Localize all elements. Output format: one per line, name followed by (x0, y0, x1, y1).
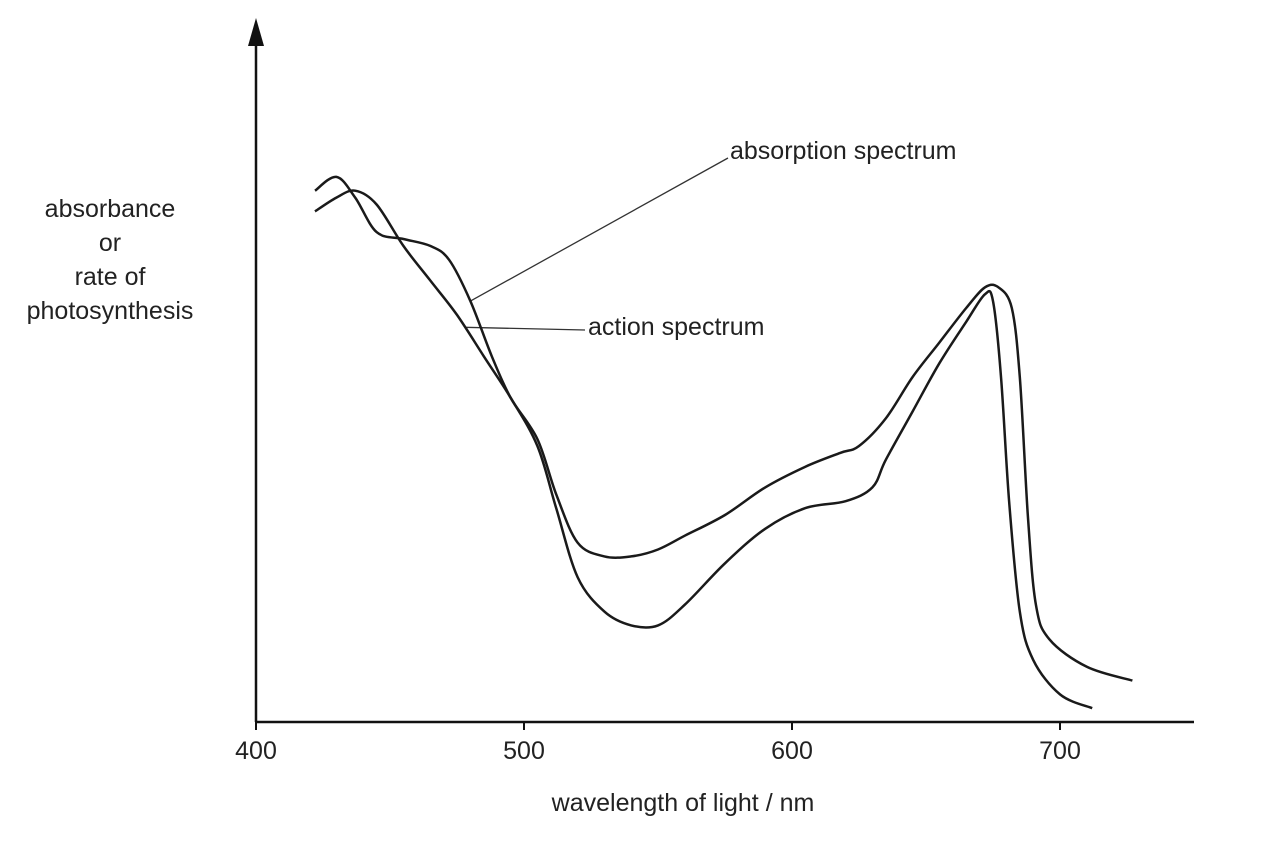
y-axis-label-line-4: photosynthesis (26, 297, 194, 325)
y-axis-label-line-1: absorbance (44, 195, 176, 223)
leader-action-spectrum (465, 326, 586, 331)
annotation-action-spectrum: action spectrum (588, 313, 765, 341)
action-spectrum-line (314, 189, 1093, 710)
x-tick-label-500: 500 (503, 737, 545, 765)
y-axis-label-line-3: rate of (74, 263, 146, 291)
x-axis-label: wavelength of light / nm (551, 789, 815, 817)
x-ticks (255, 722, 1061, 730)
leader-absorption-spectrum (470, 157, 729, 302)
annotation-leaders (465, 157, 729, 331)
y-axis-label-line-2: or (98, 229, 122, 257)
annotation-absorption-spectrum: absorption spectrum (730, 137, 957, 165)
series-group (314, 175, 1133, 710)
absorption-spectrum-line (314, 175, 1133, 682)
x-tick-label-400: 400 (235, 737, 277, 765)
x-tick-label-600: 600 (771, 737, 813, 765)
x-tick-label-700: 700 (1039, 737, 1081, 765)
y-axis-arrow (248, 18, 264, 46)
